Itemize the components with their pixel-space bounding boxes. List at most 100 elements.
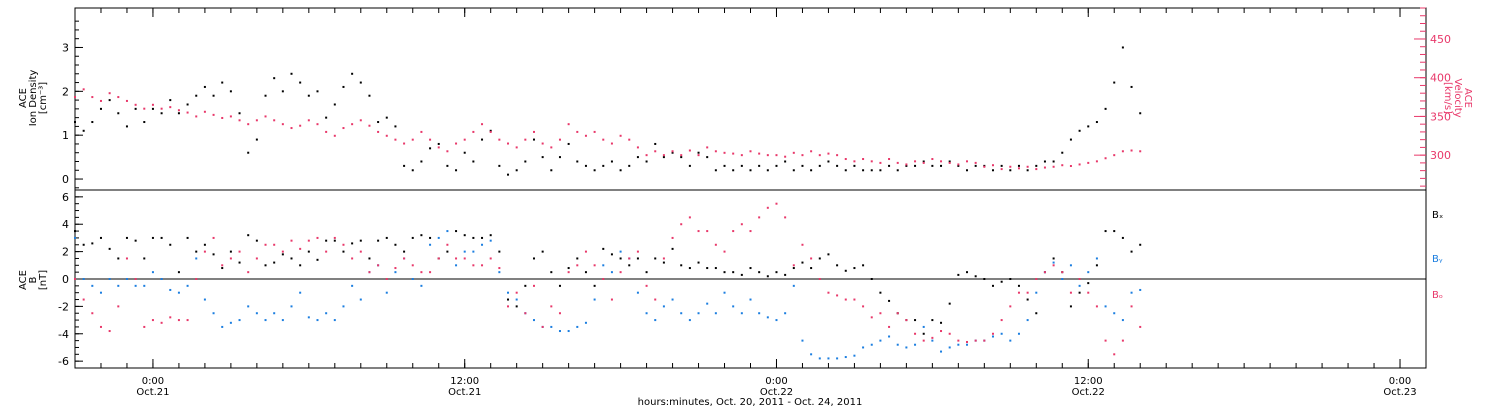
bx-point (784, 273, 787, 276)
velocity-point (1095, 160, 1098, 163)
ion-density-point (507, 173, 510, 176)
bx-point (420, 234, 423, 237)
by-point (922, 325, 925, 328)
field-axis-title-line3: [nT] (38, 270, 49, 290)
bz-point (385, 278, 388, 280)
ion-density-point (1139, 112, 1142, 115)
bx-point (385, 236, 388, 239)
velocity-point (1017, 167, 1020, 170)
by-point (212, 312, 215, 315)
bz-point (117, 305, 120, 308)
by-point (385, 291, 388, 294)
bz-point (463, 257, 466, 260)
by-point (723, 291, 726, 294)
bx-point (247, 234, 250, 237)
velocity-point (1078, 163, 1081, 166)
ion-density-point (186, 103, 189, 106)
ion-density-point (108, 99, 111, 102)
velocity-point (290, 127, 293, 130)
velocity-point (1061, 164, 1064, 167)
ion-density-point (299, 81, 302, 84)
bx-point (740, 273, 743, 276)
bz-point (143, 325, 146, 328)
bx-point (498, 250, 501, 253)
by-point (420, 284, 423, 287)
ion-density-point (706, 156, 709, 159)
bz-point (957, 339, 960, 342)
bz-point (437, 257, 440, 260)
velocity-point (680, 154, 683, 157)
by-point (1035, 291, 1038, 294)
bz-point (983, 339, 986, 342)
bz-point (498, 267, 501, 270)
velocity-point (1130, 149, 1133, 152)
field-tick-label: 2 (62, 246, 69, 259)
bz-point (940, 330, 943, 333)
bz-point (1139, 325, 1142, 328)
velocity-point (792, 151, 795, 154)
bx-point (125, 236, 128, 239)
bx-point (567, 267, 570, 270)
bz-point (342, 243, 345, 246)
ion-density-point (1087, 125, 1090, 128)
bz-point (429, 271, 432, 274)
bx-point (134, 239, 137, 242)
by-point (870, 343, 873, 346)
by-point (411, 278, 414, 280)
ion-density-point (212, 94, 215, 97)
velocity-point (671, 150, 674, 153)
bz-point (1043, 271, 1046, 274)
velocity-point (654, 150, 657, 153)
bz-point (515, 291, 518, 294)
bx-point (888, 299, 891, 302)
bx-point (99, 236, 102, 239)
bx-point (688, 267, 691, 270)
by-point (82, 278, 85, 280)
by-point (602, 264, 605, 267)
bz-point (1130, 305, 1133, 308)
bx-point (818, 257, 821, 260)
density-axis-title-line3: [cm⁻³] (38, 82, 49, 114)
ion-density-point (99, 107, 102, 110)
bx-point (359, 239, 362, 242)
bz-point (1009, 305, 1012, 308)
field-tick-label: -6 (58, 355, 69, 368)
ion-density-point (307, 94, 310, 97)
bz-point (359, 250, 362, 253)
bx-point (974, 275, 977, 278)
bz-point (914, 332, 917, 335)
ion-density-point (1104, 107, 1107, 110)
ion-density-point (1009, 169, 1012, 172)
velocity-point (1009, 165, 1012, 168)
by-point (957, 343, 960, 346)
velocity-point (264, 115, 267, 118)
bx-point (351, 242, 354, 245)
bx-point (186, 236, 189, 239)
bz-point (740, 223, 743, 226)
bx-point (307, 250, 310, 253)
bx-point (550, 271, 553, 274)
bx-point (558, 284, 561, 287)
ion-density-point (662, 156, 665, 159)
bz-point (212, 236, 215, 239)
velocity-point (177, 109, 180, 112)
bz-point (186, 319, 189, 322)
bz-point (628, 257, 631, 260)
velocity-point (351, 123, 354, 126)
velocity-point (974, 161, 977, 164)
velocity-point (541, 142, 544, 145)
ion-density-point (576, 160, 579, 163)
bx-point (212, 253, 215, 256)
velocity-point (784, 155, 787, 158)
bz-point (472, 264, 475, 267)
ion-density-point (818, 164, 821, 167)
ion-density-point (325, 116, 328, 119)
bx-point (203, 243, 206, 246)
velocity-axis-ticks: 300 350 400 450 (1414, 7, 1451, 187)
velocity-point (966, 160, 969, 163)
bz-point (281, 250, 284, 253)
by-point (940, 350, 943, 353)
by-point (290, 305, 293, 308)
velocity-point (507, 142, 510, 145)
